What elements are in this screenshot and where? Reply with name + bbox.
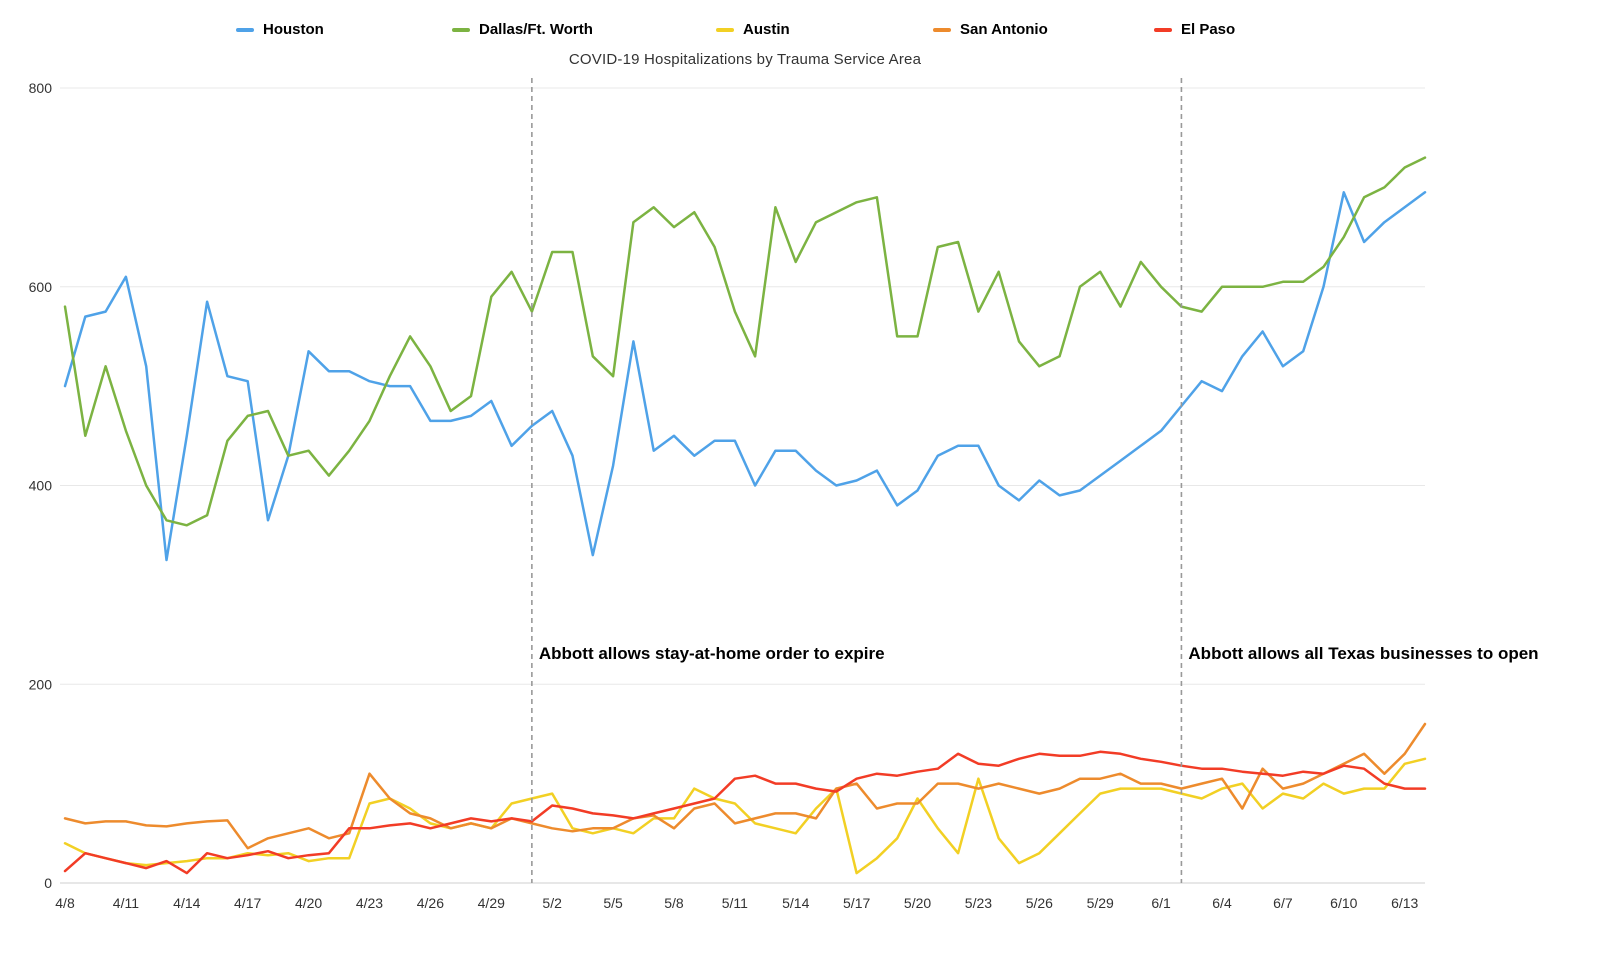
x-axis-tick-label: 6/4 <box>1212 895 1232 911</box>
x-axis-tick-label: 5/23 <box>965 895 992 911</box>
x-axis-tick-label: 5/8 <box>664 895 684 911</box>
y-axis-tick-label: 400 <box>29 478 53 494</box>
annotation-label: Abbott allows all Texas businesses to op… <box>1188 644 1538 663</box>
x-axis-tick-label: 4/17 <box>234 895 261 911</box>
x-axis-tick-label: 5/11 <box>722 895 748 911</box>
y-axis-tick-label: 600 <box>29 279 53 295</box>
x-axis-tick-label: 4/29 <box>478 895 505 911</box>
x-axis-tick-label: 4/20 <box>295 895 322 911</box>
houston-legend-swatch-icon <box>236 27 254 32</box>
x-axis-tick-label: 4/11 <box>113 895 139 911</box>
y-axis-tick-label: 800 <box>29 80 53 96</box>
x-axis-tick-label: 4/23 <box>356 895 383 911</box>
x-axis-tick-label: 5/26 <box>1026 895 1053 911</box>
series-line-dallas-ft-worth <box>63 156 1427 527</box>
x-axis-tick-label: 5/5 <box>603 895 623 911</box>
chart-legend: Houston Dallas/Ft. Worth Austin San Antonio… <box>0 0 1600 48</box>
series-line-austin <box>63 757 1427 875</box>
x-axis-tick-label: 6/1 <box>1151 895 1171 911</box>
series-line-houston <box>63 191 1427 562</box>
legend-item-el-paso[interactable]: El Paso <box>1154 21 1235 38</box>
y-axis-tick-label: 200 <box>29 676 53 692</box>
x-axis-tick-label: 6/13 <box>1391 895 1418 911</box>
austin-legend-swatch-icon <box>716 27 734 32</box>
legend-item-austin[interactable]: Austin <box>716 21 790 38</box>
series-line-san-antonio <box>63 722 1427 850</box>
annotation-label: Abbott allows stay-at-home order to expi… <box>539 644 885 663</box>
x-axis-tick-label: 5/20 <box>904 895 931 911</box>
san-antonio-legend-swatch-icon <box>933 27 951 32</box>
x-axis-tick-label: 5/17 <box>843 895 870 911</box>
x-axis-tick-label: 4/14 <box>173 895 200 911</box>
legend-item-dallas-ft-worth[interactable]: Dallas/Ft. Worth <box>452 21 593 38</box>
legend-label: San Antonio <box>960 21 1048 38</box>
x-axis-tick-label: 4/26 <box>417 895 444 911</box>
x-axis-tick-label: 4/8 <box>55 895 75 911</box>
legend-label: Houston <box>263 21 324 38</box>
dallas-ft-worth-legend-swatch-icon <box>452 27 470 32</box>
legend-item-houston[interactable]: Houston <box>236 21 324 38</box>
legend-label: Dallas/Ft. Worth <box>479 21 593 38</box>
x-axis-tick-label: 5/2 <box>542 895 562 911</box>
chart-title: COVID-19 Hospitalizations by Trauma Serv… <box>568 51 922 68</box>
legend-item-san-antonio[interactable]: San Antonio <box>933 21 1048 38</box>
y-axis-tick-label: 0 <box>44 875 52 891</box>
el-paso-legend-swatch-icon <box>1154 27 1172 32</box>
series-line-el-paso <box>63 750 1427 875</box>
x-axis-tick-label: 5/29 <box>1087 895 1114 911</box>
x-axis-tick-label: 6/10 <box>1330 895 1357 911</box>
legend-label: Austin <box>743 21 790 38</box>
x-axis-tick-label: 5/14 <box>782 895 809 911</box>
legend-label: El Paso <box>1181 21 1236 38</box>
x-axis-tick-label: 6/7 <box>1273 895 1293 911</box>
